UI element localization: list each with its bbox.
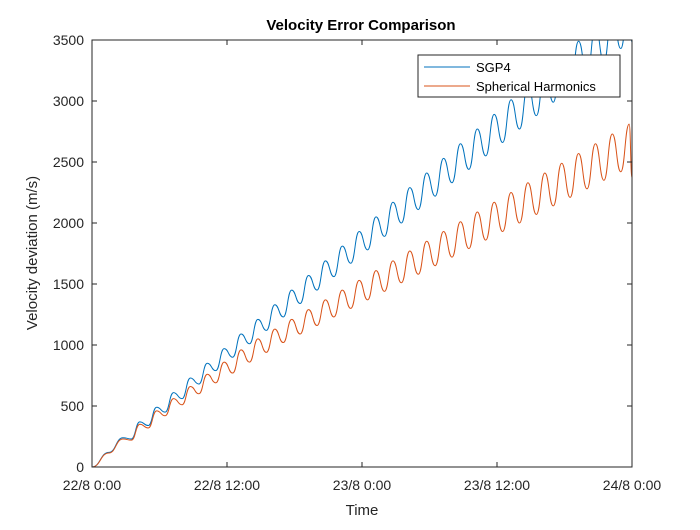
plot-area [92,40,632,467]
x-tick-label: 23/8 0:00 [333,477,392,493]
y-axis-label: Velocity deviation (m/s) [24,176,41,330]
y-tick-label: 3500 [53,32,84,48]
y-tick-label: 3000 [53,93,84,109]
y-tick-label: 1000 [53,337,84,353]
legend: SGP4 Spherical Harmonics [417,54,621,98]
y-tick-label: 1500 [53,276,84,292]
x-tick-label: 22/8 12:00 [194,477,260,493]
x-tick-label: 24/8 0:00 [603,477,662,493]
chart-title: Velocity Error Comparison [266,17,455,34]
legend-label: Spherical Harmonics [476,79,596,94]
y-tick-label: 0 [76,459,84,475]
y-tick-label: 500 [61,398,85,414]
x-axis-label: Time [346,502,379,519]
axes: 0 500 1000 1500 2000 2500 3000 3500 22/8 0:00 22/… [53,32,662,493]
y-tick-label: 2500 [53,154,84,170]
x-tick-label: 23/8 12:00 [464,477,530,493]
series-line-1 [92,123,632,467]
legend-box [417,54,621,98]
legend-label: SGP4 [476,60,511,75]
y-tick-label: 2000 [53,215,84,231]
x-tick-label: 22/8 0:00 [63,477,122,493]
plot-background [92,40,632,467]
